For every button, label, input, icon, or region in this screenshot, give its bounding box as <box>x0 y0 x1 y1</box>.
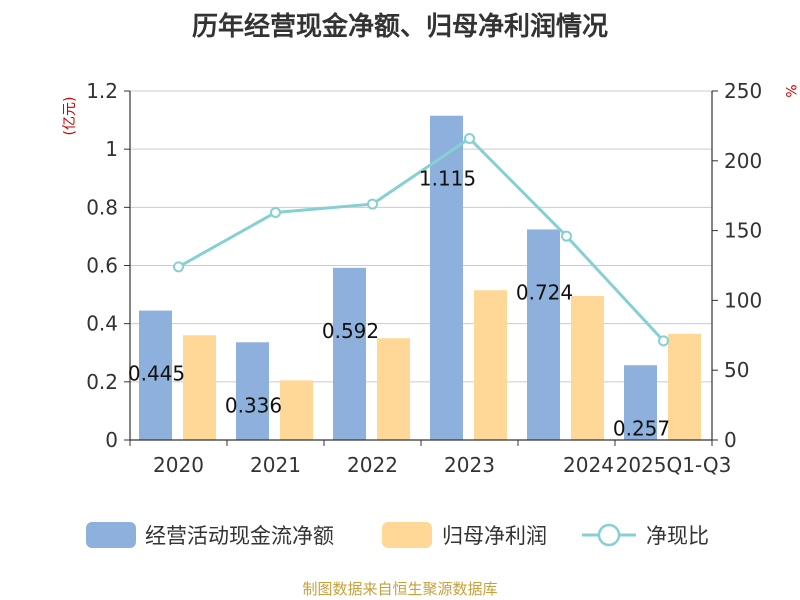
ratio-point <box>270 206 281 218</box>
bar-profit <box>571 296 604 440</box>
ratio-point <box>464 132 475 144</box>
left-axis-unit: (亿元) <box>62 97 78 136</box>
right-tick-label: 200 <box>724 149 762 173</box>
bar-profit <box>668 333 701 440</box>
x-tick-label: 2025Q1-Q3 <box>616 453 732 477</box>
bar-cash <box>333 267 366 440</box>
ratio-point <box>658 335 669 347</box>
legend-swatch-ratio-marker <box>597 523 621 547</box>
bar-profit <box>474 290 507 440</box>
x-tick-label: 2024 <box>563 453 614 477</box>
right-tick-label: 250 <box>724 79 762 103</box>
right-tick-label: 0 <box>724 428 737 452</box>
left-tick-label: 0.6 <box>86 254 118 278</box>
left-tick-label: 1.2 <box>86 79 118 103</box>
ratio-line <box>177 136 665 342</box>
left-tick-label: 1 <box>105 137 118 161</box>
cash-data-label: 0.445 <box>128 362 185 386</box>
x-tick-label: 2020 <box>153 453 204 477</box>
right-tick-label: 50 <box>724 358 749 382</box>
right-tick-label: 150 <box>724 219 762 243</box>
cash-data-label: 0.257 <box>613 416 670 440</box>
bar-cash <box>236 342 269 440</box>
left-tick-label: 0.4 <box>86 312 118 336</box>
cash-data-label: 1.115 <box>419 167 476 191</box>
x-tick-label: 2022 <box>347 453 398 477</box>
left-tick-label: 0.8 <box>86 195 118 219</box>
chart-title: 历年经营现金净额、归母净利润情况 <box>191 12 608 42</box>
right-tick-label: 100 <box>724 288 762 312</box>
bar-cash <box>527 229 560 440</box>
bar-profit <box>280 380 313 440</box>
legend-swatch-profit <box>382 522 432 548</box>
left-tick-label: 0 <box>105 428 118 452</box>
ratio-point <box>367 198 378 210</box>
x-tick-label: 2021 <box>250 453 301 477</box>
legend-label-ratio: 净现比 <box>646 524 709 548</box>
cash-data-label: 0.336 <box>225 393 282 417</box>
ratio-point <box>561 230 572 242</box>
bar-cash <box>624 365 657 440</box>
cash-data-label: 0.724 <box>516 280 573 304</box>
cash-data-label: 0.592 <box>322 319 379 343</box>
right-axis-unit: % <box>782 84 798 97</box>
legend-label-profit: 归母净利润 <box>442 524 547 548</box>
bar-cash <box>430 115 463 441</box>
legend-label-cash: 经营活动现金流净额 <box>145 524 334 548</box>
x-tick-label: 2023 <box>444 453 495 477</box>
left-tick-label: 0.2 <box>86 370 118 394</box>
ratio-point <box>173 261 184 273</box>
source-note: 制图数据来自恒生聚源数据库 <box>302 580 498 598</box>
legend-swatch-cash <box>86 522 136 548</box>
bar-cash <box>139 310 172 440</box>
bar-profit <box>377 338 410 440</box>
bar-profit <box>183 335 216 440</box>
